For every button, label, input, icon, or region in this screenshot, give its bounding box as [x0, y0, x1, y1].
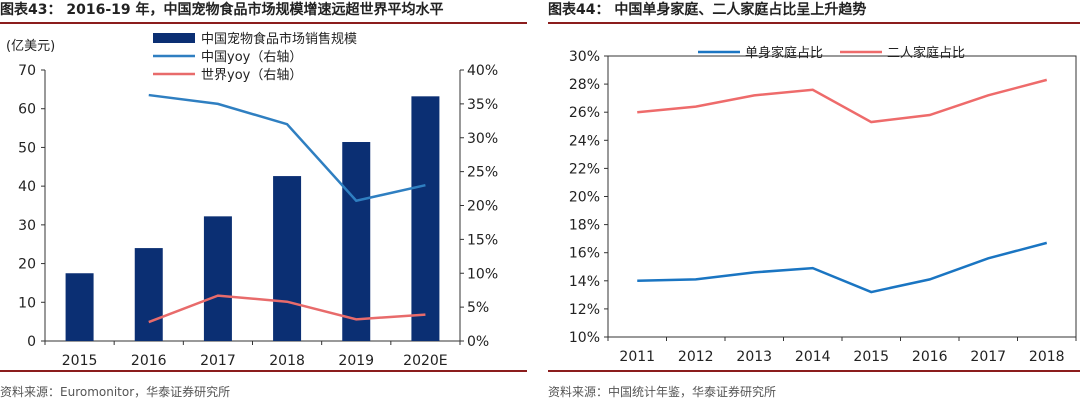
x-tick-label: 2014 — [795, 349, 831, 365]
x-tick-label: 2017 — [970, 349, 1006, 365]
y-tick-label: 16% — [569, 246, 600, 262]
y2-tick-label: 20% — [467, 199, 498, 215]
y2-tick-label: 35% — [467, 97, 498, 113]
y-tick-label: 20% — [569, 190, 600, 206]
y-tick-label: 0 — [27, 334, 36, 350]
legend-label: 单身家庭占比 — [745, 45, 823, 61]
y-tick-label: 26% — [569, 105, 600, 121]
y-tick-label: 20 — [18, 257, 36, 273]
plot-frame — [607, 55, 1077, 338]
source-divider — [0, 370, 527, 372]
y-tick-label: 30% — [569, 49, 600, 65]
x-tick-label: 2016 — [912, 349, 948, 365]
y-tick-label: 60 — [18, 102, 36, 118]
bar — [134, 248, 163, 341]
title-divider — [0, 22, 527, 24]
y-tick-label: 10% — [569, 330, 600, 346]
world-yoy-line — [148, 294, 426, 324]
chart-title: 图表44： 中国单身家庭、二人家庭占比呈上升趋势 — [548, 2, 867, 18]
bar — [203, 216, 232, 341]
legend-label: 世界yoy（右轴） — [201, 68, 302, 83]
y2-tick-label: 0% — [467, 334, 489, 350]
household-share-chart: 10% 12% 14% 16% 18% 20% 22% 24% 26% 28% 30% 2011 201… — [569, 45, 1077, 365]
legend-label: 中国宠物食品市场销售规模 — [201, 31, 357, 47]
x-tick-label: 2017 — [200, 353, 236, 368]
x-tick-label: 2011 — [619, 349, 655, 365]
y2-tick-label: 5% — [467, 300, 489, 316]
source-note: 资料来源：中国统计年鉴，华泰证券研究所 — [548, 385, 777, 399]
bar — [65, 273, 94, 341]
y-tick-label: 70 — [18, 63, 36, 79]
bar — [342, 142, 371, 341]
y-tick-label: 40 — [18, 179, 36, 195]
unit-label: (亿美元) — [6, 39, 55, 54]
y2-tick-label: 40% — [467, 63, 498, 79]
bar — [411, 96, 440, 341]
left-chart-panel: 图表43： 2016-19 年，中国宠物食品市场规模增速远超世界平均水平 (亿美… — [0, 0, 527, 404]
x-tick-label: 2018 — [269, 353, 305, 368]
x-tick-label: 2018 — [1029, 349, 1065, 365]
y-tick-label: 30 — [18, 218, 36, 234]
chart-title: 图表43： 2016-19 年，中国宠物食品市场规模增速远超世界平均水平 — [0, 2, 444, 18]
legend-label: 中国yoy（右轴） — [201, 50, 302, 65]
y-tick-label: 18% — [569, 218, 600, 234]
y2-tick-label: 30% — [467, 131, 498, 147]
y-tick-label: 50 — [18, 140, 36, 156]
legend-swatch — [153, 33, 195, 43]
title-divider — [548, 22, 1080, 24]
y-tick-label: 22% — [569, 161, 600, 177]
y2-tick-label: 10% — [467, 266, 498, 282]
two-person-household-line — [637, 78, 1048, 124]
x-tick-label: 2020E — [403, 353, 447, 368]
right-chart-panel: 图表44： 中国单身家庭、二人家庭占比呈上升趋势 10% 12% 14% 16% 18%… — [548, 0, 1080, 404]
bar — [273, 176, 302, 341]
x-tick-label: 2015 — [853, 349, 889, 365]
y-tick-label: 14% — [569, 274, 600, 290]
y2-tick-label: 15% — [467, 232, 498, 248]
china-yoy-line — [148, 93, 426, 203]
single-household-line — [637, 241, 1048, 294]
x-tick-label: 2013 — [736, 349, 772, 365]
source-note: 资料来源：Euromonitor，华泰证券研究所 — [0, 385, 231, 399]
y-tick-label: 10 — [18, 295, 36, 311]
x-tick-label: 2016 — [131, 353, 167, 368]
source-divider — [548, 370, 1080, 372]
x-tick-label: 2012 — [678, 349, 714, 365]
x-tick-label: 2019 — [338, 353, 374, 368]
x-tick-label: 2015 — [62, 353, 98, 368]
legend-label: 二人家庭占比 — [887, 45, 965, 61]
y-tick-label: 12% — [569, 302, 600, 318]
y2-tick-label: 25% — [467, 165, 498, 181]
market-size-chart: (亿美元) 0 10 20 30 40 50 60 70 0% 5% 10% 15% 20% 25% 30% 3… — [6, 31, 498, 368]
y-tick-label: 24% — [569, 133, 600, 149]
y-tick-label: 28% — [569, 77, 600, 93]
